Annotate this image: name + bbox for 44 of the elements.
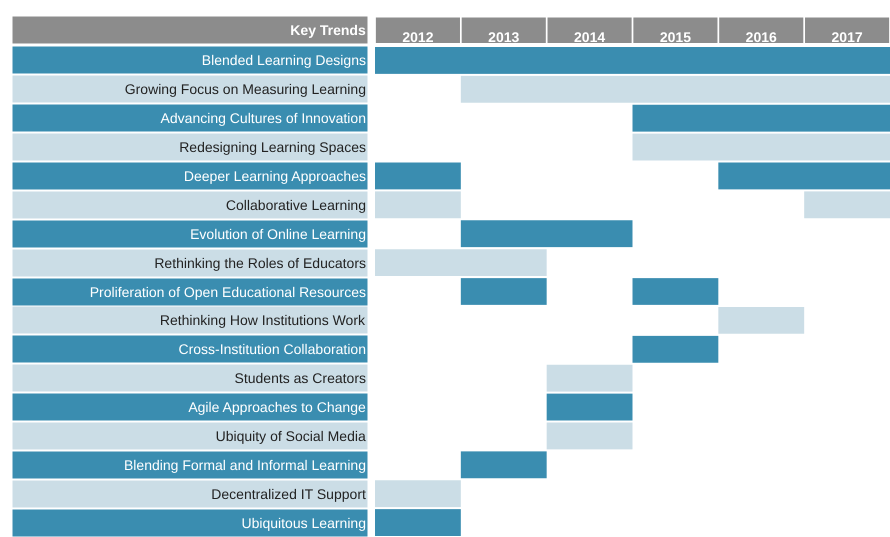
y-tick-label: Proliferation of Open Educational Resources xyxy=(90,284,366,300)
bar xyxy=(718,306,804,334)
bar xyxy=(460,220,632,248)
y-tick-label: Ubiquity of Social Media xyxy=(216,428,366,444)
y-tick-label: Advancing Cultures of Innovation xyxy=(160,110,366,126)
bar xyxy=(632,336,718,363)
x-tick-label: 2017 xyxy=(832,29,863,46)
bar xyxy=(718,162,890,190)
bar xyxy=(375,509,461,536)
y-tick-label: Blending Formal and Informal Learning xyxy=(124,457,366,473)
y-tick-label: Deeper Learning Approaches xyxy=(184,168,366,184)
y-tick-label: Agile Approaches to Change xyxy=(188,399,366,415)
bar xyxy=(632,134,890,161)
bar xyxy=(632,104,890,132)
bar xyxy=(375,162,461,190)
y-tick-label: Decentralized IT Support xyxy=(211,486,366,502)
y-tick-label: Blended Learning Designs xyxy=(202,52,366,68)
y-tick-label: Collaborative Learning xyxy=(226,197,366,213)
bar xyxy=(375,47,890,74)
x-tick-label: 2014 xyxy=(574,29,606,46)
bar xyxy=(546,394,632,420)
bar xyxy=(546,364,632,392)
x-tick-label: 2013 xyxy=(488,29,520,46)
y-tick-label: Rethinking the Roles of Educators xyxy=(154,255,366,271)
y-tick-label: Ubiquitous Learning xyxy=(241,515,366,531)
bar xyxy=(546,422,632,450)
x-tick-label: 2012 xyxy=(402,29,434,46)
x-tick-label: 2016 xyxy=(746,29,778,46)
y-tick-label: Evolution of Online Learning xyxy=(190,226,366,242)
bar xyxy=(460,451,547,478)
bar xyxy=(804,191,890,218)
bar xyxy=(460,278,547,305)
y-tick-label: Cross-Institution Collaboration xyxy=(178,341,366,357)
y-tick-label: Growing Focus on Measuring Learning xyxy=(124,81,366,97)
bar xyxy=(375,191,461,218)
y-tick-label: Students as Creators xyxy=(234,370,366,386)
bar xyxy=(632,278,718,305)
bar xyxy=(375,480,461,508)
y-tick-label: Redesigning Learning Spaces xyxy=(179,139,366,155)
bar xyxy=(375,249,547,276)
y-axis-title: Key Trends xyxy=(290,22,366,38)
bar xyxy=(460,76,890,103)
x-tick-label: 2015 xyxy=(660,29,692,46)
y-tick-label: Rethinking How Institutions Work xyxy=(160,312,366,328)
